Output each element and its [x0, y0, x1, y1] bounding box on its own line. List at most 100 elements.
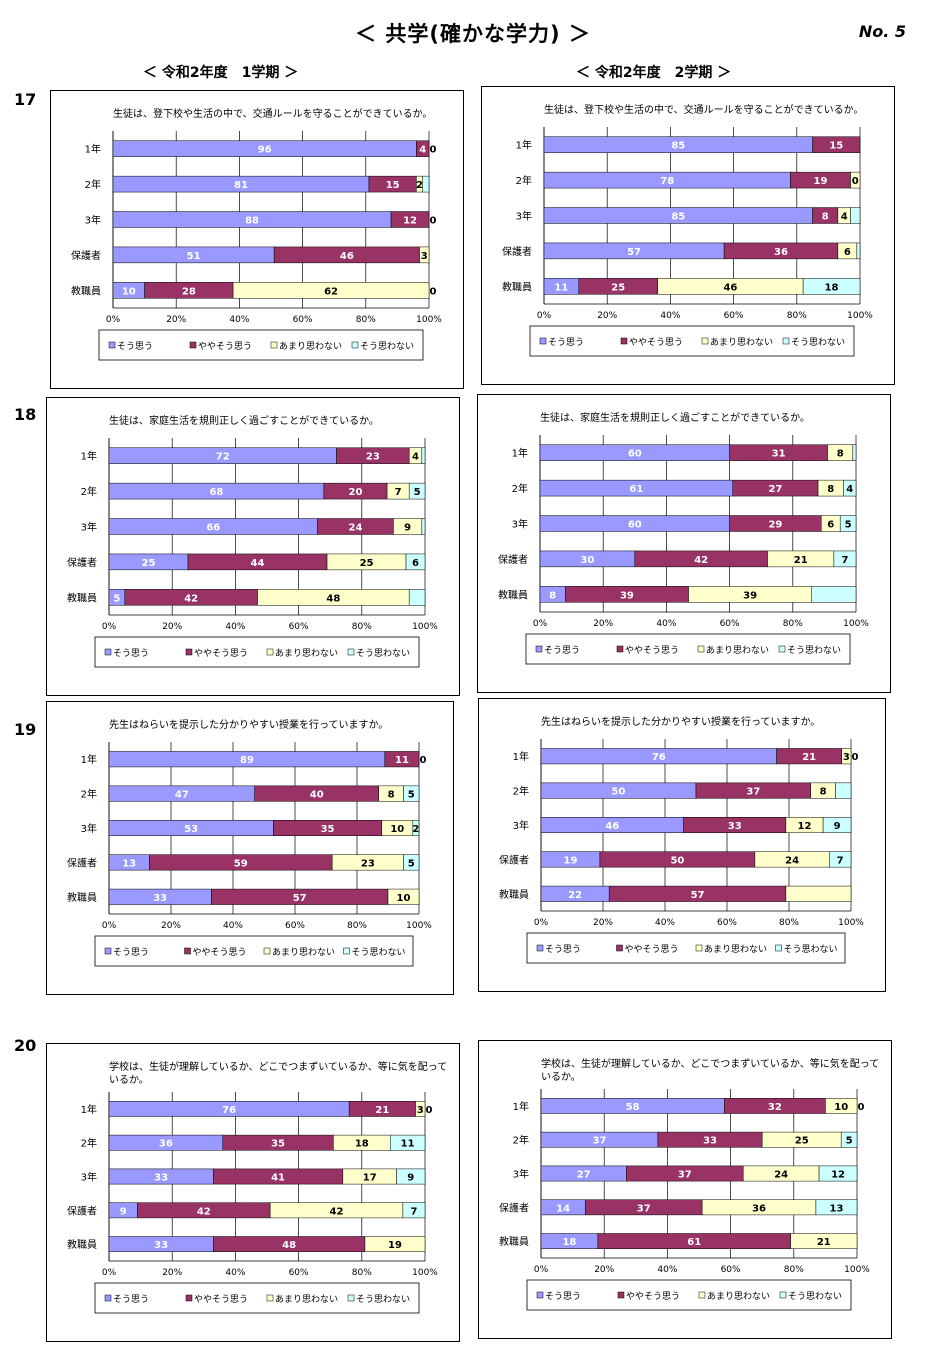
data-label: 10: [390, 824, 404, 835]
category-label: 3年: [81, 822, 97, 835]
legend-label: そう思う: [548, 337, 584, 348]
data-label: 33: [703, 1136, 717, 1147]
category-label: 1年: [81, 1103, 97, 1116]
data-label: 19: [563, 855, 577, 866]
data-label: 57: [691, 890, 705, 901]
data-label: 58: [626, 1102, 640, 1113]
page-title: ＜ 共学(確かな学力) ＞: [355, 22, 591, 46]
x-tick-label: 40%: [229, 315, 249, 325]
legend-label: ややそう思う: [625, 645, 679, 656]
x-tick-label: 100%: [406, 921, 432, 931]
data-label: 31: [772, 449, 786, 460]
data-label: 23: [361, 858, 375, 869]
bar-segment: [422, 175, 430, 193]
x-tick-label: 40%: [656, 619, 676, 629]
data-label: 12: [798, 821, 812, 832]
data-label: 10: [397, 893, 411, 904]
data-label: 46: [723, 282, 737, 293]
category-label: 教職員: [499, 1235, 529, 1248]
category-label: 教職員: [502, 280, 532, 293]
legend-swatch: [184, 947, 191, 955]
chart-title: いるか。: [541, 1071, 581, 1083]
category-label: 2年: [81, 1137, 97, 1150]
category-label: 1年: [513, 1100, 529, 1113]
data-label: 5: [414, 487, 421, 498]
x-tick-label: 20%: [594, 1265, 614, 1275]
legend-swatch: [185, 648, 193, 656]
chart-svg: 生徒は、登下校や生活の中で、交通ルールを守ることができているか。 0% 20% 40%…: [71, 107, 442, 361]
legend-swatch: [536, 1291, 544, 1299]
legend-label: そう思わない: [352, 947, 406, 958]
legend-swatch: [266, 648, 274, 656]
data-label: 5: [845, 520, 852, 531]
bar-segment: [829, 851, 852, 868]
bar-segment: [840, 1131, 858, 1148]
x-tick-label: 80%: [787, 311, 807, 321]
category-label: 2年: [516, 174, 532, 187]
bar-segment: [396, 1168, 426, 1185]
data-label: 9: [120, 1206, 127, 1217]
legend-label: そう思う: [113, 648, 149, 659]
category-label: 3年: [512, 518, 528, 531]
data-label: 41: [271, 1173, 285, 1184]
category-label: 教職員: [67, 1238, 97, 1251]
legend-swatch: [108, 341, 116, 349]
bar-segment: [815, 1199, 858, 1216]
chart-title: 学校は、生徒が理解しているか、どこでつまずいているか、等に気を配って: [541, 1057, 879, 1070]
data-label: 36: [159, 1139, 173, 1150]
data-label: 53: [184, 824, 198, 835]
data-label: 5: [408, 790, 415, 801]
data-label: 2: [412, 824, 419, 835]
bar-segment: [822, 817, 852, 833]
data-label: 33: [728, 821, 742, 832]
x-tick-label: 20%: [162, 622, 182, 632]
question-number-18: 18: [14, 405, 37, 424]
data-label: 25: [795, 1136, 809, 1147]
category-label: 2年: [85, 178, 101, 191]
data-label: 61: [687, 1237, 701, 1248]
bar-segment: [416, 140, 430, 157]
legend-label: あまり思わない: [279, 341, 342, 352]
chart-svg: 先生はねらいを提示した分かりやすい授業を行っていますか。 0% 20% 40% 60% 8…: [67, 718, 432, 967]
data-label: 12: [403, 216, 417, 227]
data-label: 33: [153, 893, 167, 904]
data-label: 66: [206, 523, 220, 534]
chart-title: 生徒は、登下校や生活の中で、交通ルールを守ることができているか。: [113, 107, 432, 120]
bar-segment: [852, 444, 857, 461]
bar-segment: [835, 782, 852, 799]
data-label: 8: [388, 790, 395, 801]
data-label: 21: [375, 1105, 389, 1116]
bar-segment: [408, 589, 426, 606]
data-label: 7: [410, 1206, 417, 1217]
legend-swatch: [698, 1291, 706, 1299]
data-label: 11: [395, 755, 409, 766]
x-tick-label: 40%: [657, 1265, 677, 1275]
x-tick-label: 20%: [166, 315, 186, 325]
legend-box: [94, 636, 420, 668]
data-label: 85: [671, 141, 685, 152]
data-label: 11: [401, 1139, 415, 1150]
data-label: 19: [388, 1240, 402, 1251]
x-tick-label: 80%: [779, 918, 799, 928]
x-tick-label: 80%: [783, 619, 803, 629]
data-label: 22: [568, 890, 582, 901]
legend-swatch: [263, 947, 271, 955]
legend-swatch: [616, 944, 623, 952]
category-label: 2年: [512, 482, 528, 495]
data-label: 60: [628, 449, 642, 460]
x-tick-label: 20%: [597, 311, 617, 321]
bar-segment: [785, 885, 852, 902]
data-label: 37: [746, 787, 760, 798]
x-tick-label: 100%: [416, 315, 442, 325]
category-label: 教職員: [499, 888, 529, 901]
data-label: 7: [837, 855, 844, 866]
data-label: 13: [829, 1203, 843, 1214]
chart-svg: 生徒は、登下校や生活の中で、交通ルールを守ることができているか。 0% 20% 40%…: [502, 103, 873, 357]
data-label: 17: [363, 1173, 377, 1184]
legend-label: そう思わない: [784, 944, 838, 955]
data-label: 27: [768, 484, 782, 495]
data-label: 50: [670, 855, 684, 866]
data-label: 30: [580, 555, 594, 566]
legend-box: [526, 932, 846, 964]
